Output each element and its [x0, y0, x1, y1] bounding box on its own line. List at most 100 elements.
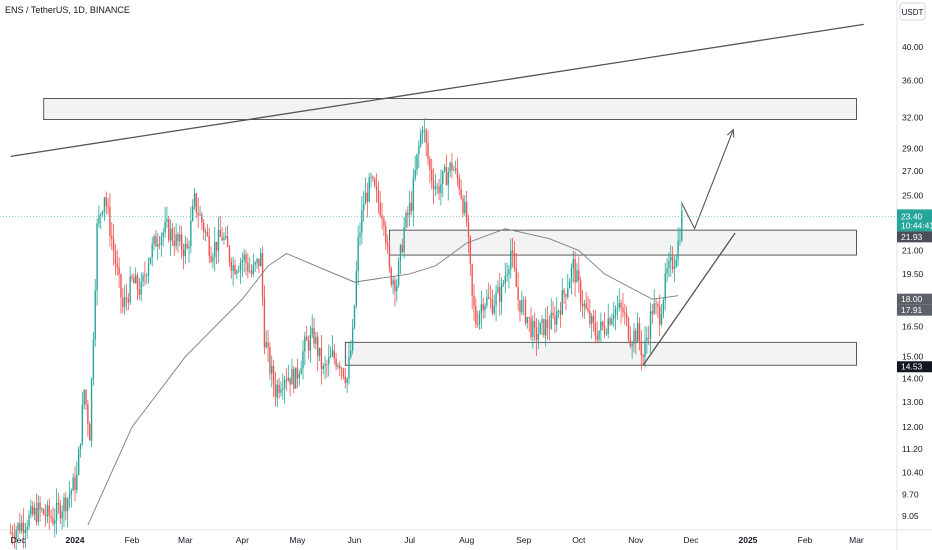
candle-body — [388, 245, 391, 269]
candle-body — [377, 189, 380, 203]
y-tick-label: 19.50 — [902, 269, 924, 279]
y-tick-label: 16.50 — [902, 322, 924, 332]
x-tick-label: Aug — [459, 535, 474, 545]
candle-body — [510, 251, 512, 270]
candle-body — [386, 243, 389, 246]
x-tick-label: Oct — [572, 535, 586, 545]
candle-body — [659, 306, 661, 325]
candle-body — [133, 278, 135, 284]
candle-body — [541, 319, 543, 323]
y-tick-label: 15.00 — [902, 352, 924, 362]
candle-body — [208, 235, 210, 257]
candle-body — [63, 497, 65, 512]
current-price-badge[interactable] — [897, 209, 932, 232]
candle-body — [653, 303, 655, 314]
candle-body — [644, 340, 646, 358]
countdown-timer: 10:44:41 — [901, 220, 932, 230]
candle-body — [339, 365, 341, 369]
time-axis[interactable]: Dec 2024 Feb Mar Apr May Jun Jul Aug Sep Oct Nov Dec… — [10, 535, 864, 545]
candle-body — [482, 304, 484, 311]
candle-body — [199, 214, 201, 216]
candle-body — [296, 367, 299, 379]
unit-label[interactable]: USDT — [902, 8, 924, 17]
price-label-badge[interactable] — [897, 231, 932, 243]
candle-body — [239, 262, 242, 271]
candle-body — [191, 206, 194, 221]
candle-body — [532, 321, 534, 337]
candle-body — [616, 307, 619, 309]
price-axis[interactable]: 40.0036.0032.0029.0027.0025.0023.0021.00… — [897, 42, 932, 521]
candle-body — [188, 246, 190, 249]
candle-body — [410, 202, 413, 211]
candle-body — [26, 526, 28, 530]
candle-body — [300, 368, 302, 375]
x-tick-label: Dec — [683, 535, 699, 545]
candle-body — [267, 342, 269, 347]
x-tick-label: Nov — [628, 535, 644, 545]
x-tick-label: Feb — [798, 535, 813, 545]
candle-body — [41, 509, 43, 511]
candle-body — [13, 536, 16, 539]
candle-body — [563, 290, 565, 295]
projection-path — [681, 129, 734, 231]
candle-body — [283, 379, 286, 389]
candle-body — [668, 260, 670, 269]
candle-body — [15, 530, 17, 539]
candle-body — [486, 297, 488, 306]
candle-body — [305, 336, 308, 341]
candle-body — [260, 253, 262, 267]
candle-body — [221, 236, 223, 241]
candle-body — [493, 305, 495, 314]
candle-body — [372, 176, 374, 179]
candle-body — [348, 356, 350, 379]
candle-body — [153, 236, 155, 244]
price-label-badge[interactable] — [897, 304, 932, 316]
candle-body — [362, 204, 365, 211]
candle-body — [50, 516, 52, 519]
candle-body — [528, 316, 530, 318]
candle-body — [131, 276, 133, 279]
candle-body — [451, 162, 453, 171]
candle-body — [401, 245, 403, 252]
x-tick-label: May — [289, 535, 306, 545]
candle-body — [364, 192, 367, 205]
candle-body — [243, 254, 245, 261]
candle-body — [114, 251, 117, 264]
candle-body — [432, 180, 435, 190]
candle-body — [212, 257, 214, 262]
candle-body — [602, 321, 604, 326]
candle-body — [572, 259, 574, 268]
candle-body — [263, 297, 266, 348]
candle-body — [344, 376, 346, 384]
candle-body — [52, 518, 54, 524]
candle-body — [72, 477, 74, 491]
candle-body — [454, 168, 457, 171]
candle-body — [324, 364, 326, 367]
candle-body — [681, 210, 683, 241]
candle-body — [44, 514, 47, 517]
candle-body — [151, 243, 153, 258]
candle-body — [657, 304, 659, 307]
unit-selector[interactable]: USDT — [899, 2, 926, 21]
candle-body — [640, 340, 643, 356]
current-price-value: 23.40 — [901, 211, 923, 221]
candle-body — [278, 384, 280, 393]
candle-body — [28, 514, 30, 527]
candle-body — [322, 366, 324, 369]
x-tick-label: Mar — [178, 535, 193, 545]
candle-body — [589, 311, 591, 324]
y-tick-label: 36.00 — [902, 75, 924, 85]
candle-body — [39, 502, 41, 510]
candle-body — [98, 215, 100, 224]
candle-body — [447, 171, 449, 186]
candle-body — [180, 234, 183, 250]
candle-body — [359, 232, 361, 237]
candle-body — [96, 223, 98, 291]
candle-body — [272, 366, 275, 385]
candle-body — [326, 364, 328, 366]
price-label-badge[interactable] — [897, 361, 932, 373]
candle-body — [206, 231, 209, 236]
price-label-badge[interactable] — [897, 293, 932, 305]
x-tick-label: Feb — [125, 535, 140, 545]
